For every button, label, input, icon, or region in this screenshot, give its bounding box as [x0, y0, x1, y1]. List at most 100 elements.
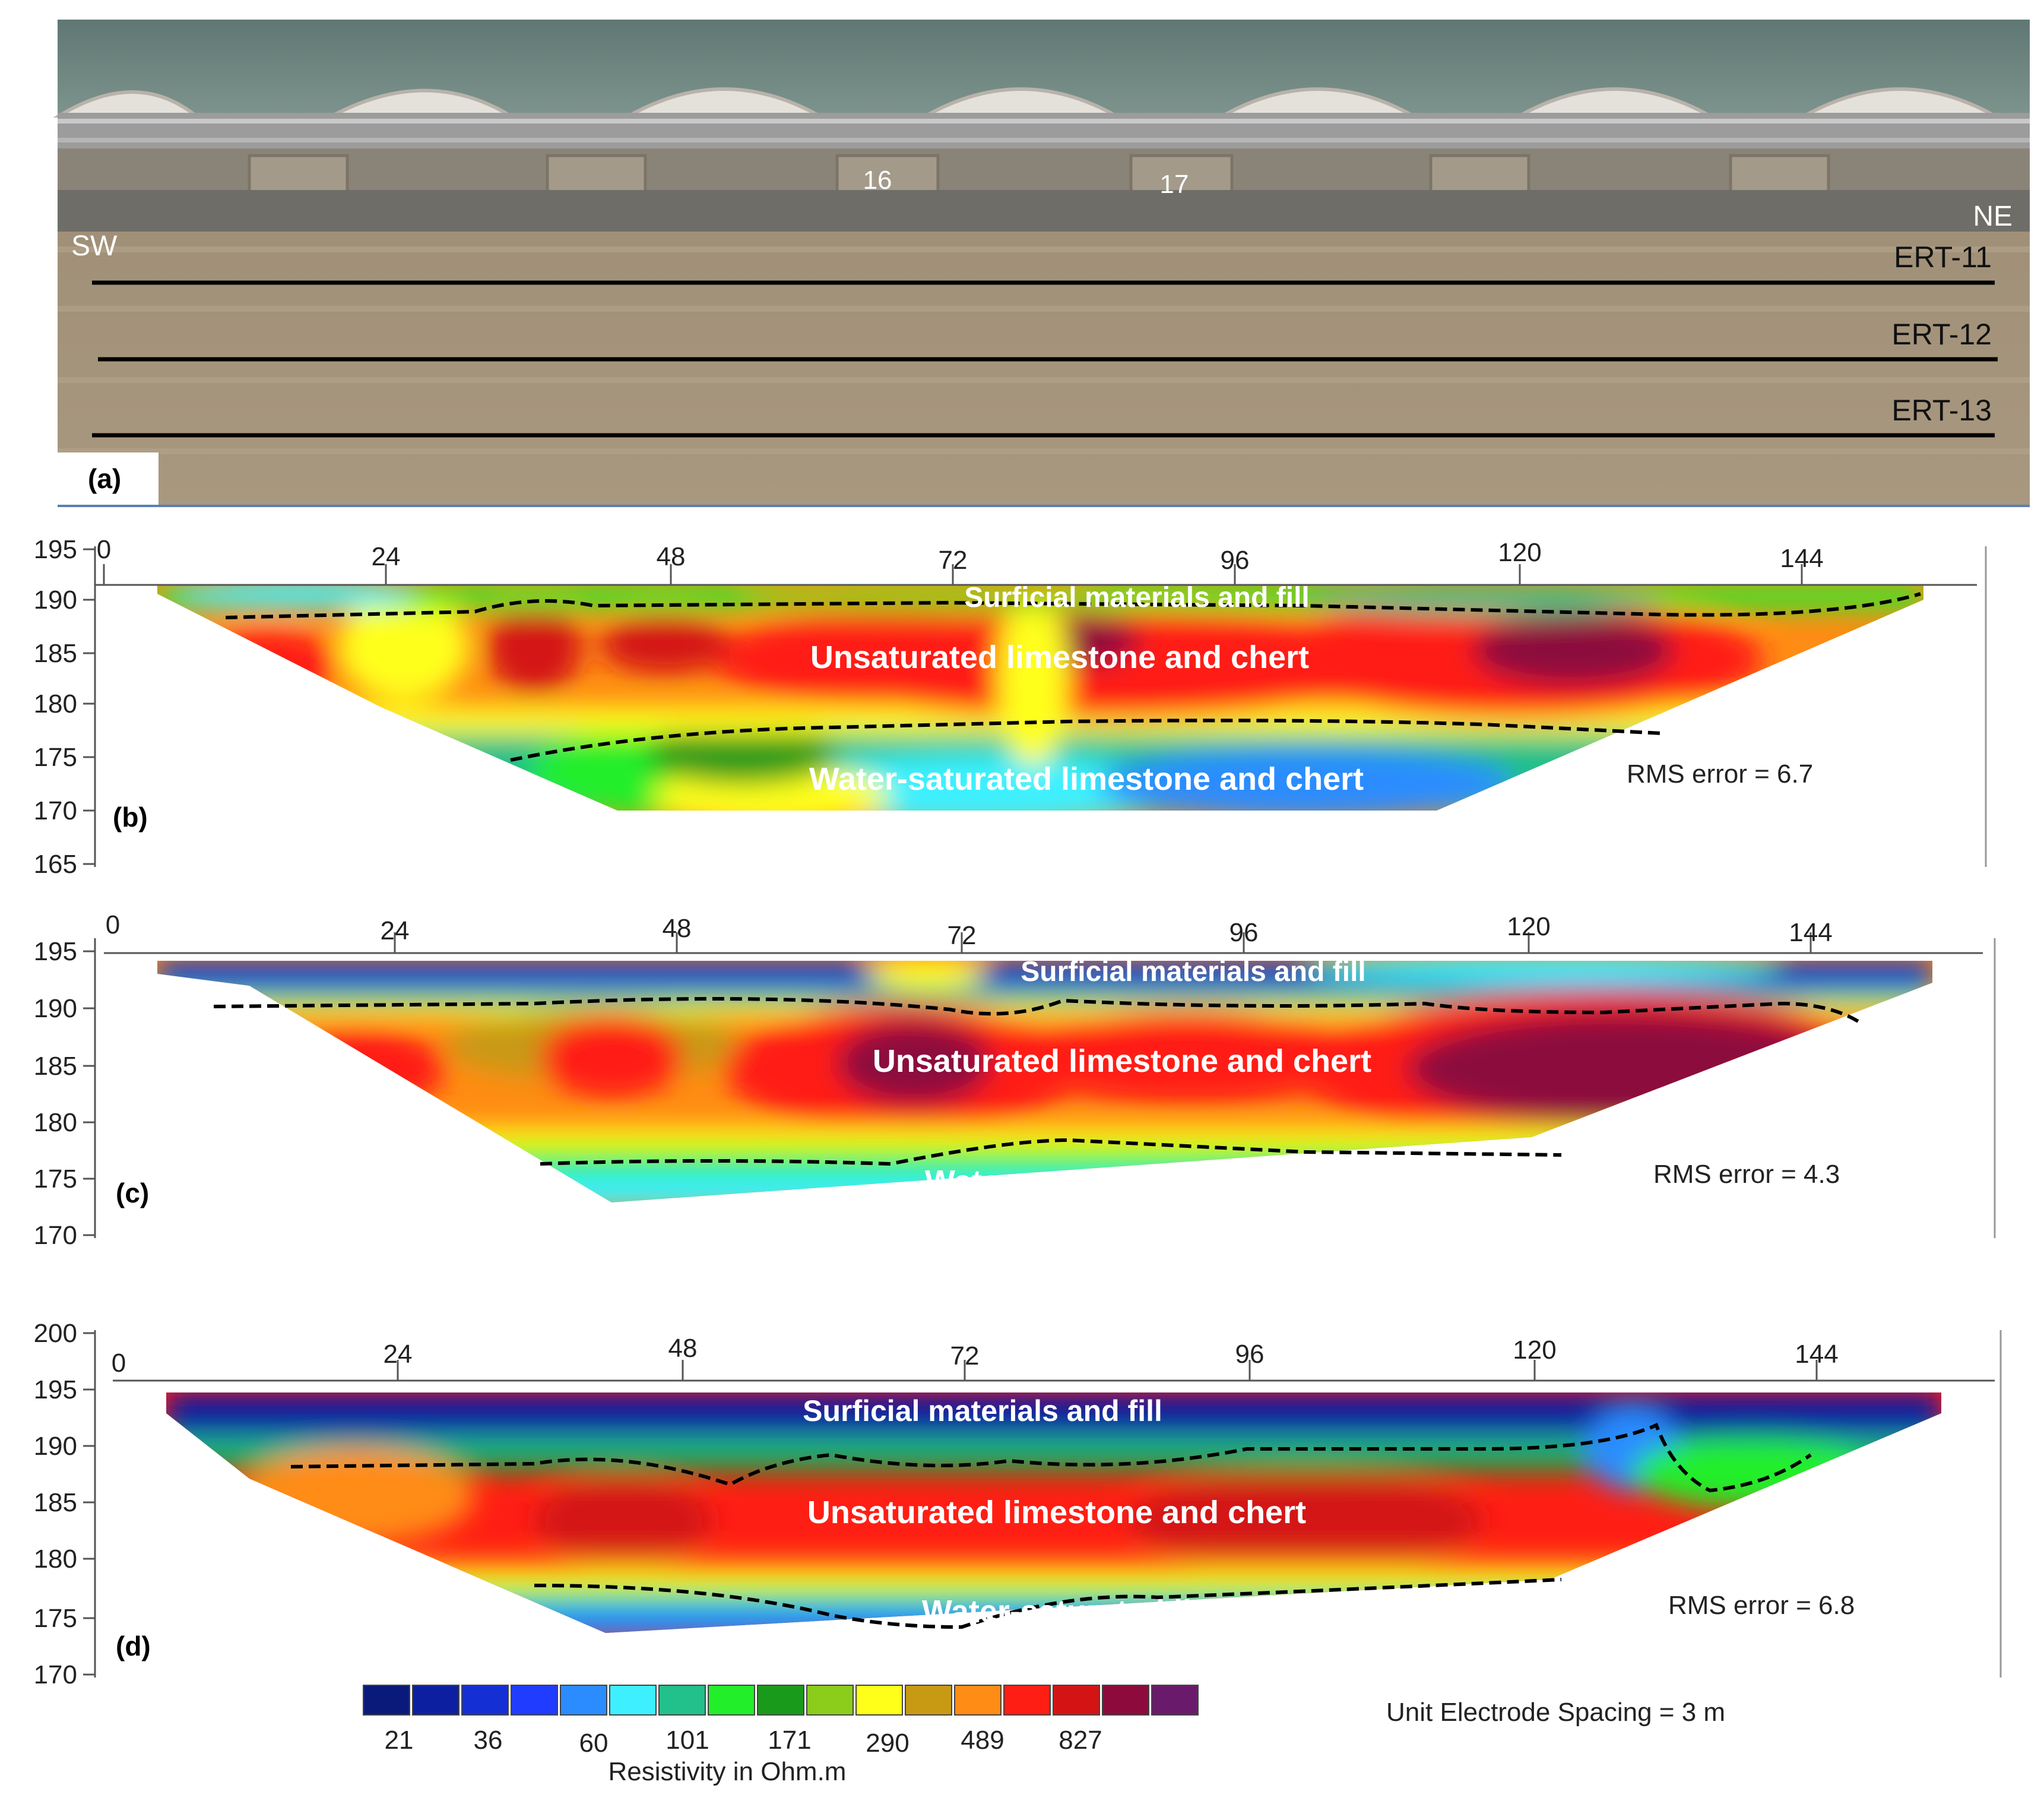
d-x-tick-48: 48 — [668, 1334, 698, 1363]
d-y-tick-195: 195 — [34, 1375, 77, 1404]
c-layer-top: Surficial materials and fill — [1021, 956, 1366, 988]
b-y-tick-165: 165 — [34, 850, 77, 879]
d-y-tick-180: 180 — [34, 1545, 77, 1574]
aerial-photo — [53, 20, 2030, 507]
d-x-tick-144: 144 — [1795, 1340, 1838, 1369]
c-rms: RMS error = 4.3 — [1653, 1160, 1840, 1189]
legend-value-21: 21 — [385, 1726, 414, 1755]
d-y-tick-185: 185 — [34, 1488, 77, 1517]
ert-13-label: ERT-13 — [1891, 394, 1992, 427]
legend-swatch — [1053, 1685, 1100, 1716]
panel-d: 0 24 48 72 96 120 144 200 195 190 185 18… — [34, 1319, 2002, 1689]
b-y-tick-175: 175 — [34, 743, 77, 772]
b-panel-label: (b) — [113, 802, 148, 833]
c-x-tick-144: 144 — [1789, 918, 1832, 947]
legend-value-489: 489 — [961, 1726, 1004, 1755]
b-x-tick-48: 48 — [657, 542, 686, 571]
c-y-tick-190: 190 — [34, 994, 77, 1023]
panel-a-label: (a) — [88, 463, 121, 494]
pier-16-label: 16 — [863, 166, 892, 195]
legend-swatch — [757, 1685, 804, 1716]
c-x-tick-72: 72 — [947, 921, 977, 950]
d-y-tick-170: 170 — [34, 1660, 77, 1689]
c-y-tick-170: 170 — [34, 1221, 77, 1250]
b-layer-bot: Water-saturated limestone and chert — [809, 761, 1364, 797]
c-layer-mid: Unsaturated limestone and chert — [873, 1043, 1371, 1079]
panel-b: 0 24 48 72 96 120 144 195 190 185 180 17… — [34, 535, 1987, 879]
b-x-tick-0: 0 — [97, 535, 111, 564]
legend-value-101: 101 — [666, 1726, 709, 1755]
d-x-tick-72: 72 — [950, 1341, 980, 1371]
legend-title: Resistivity in Ohm.m — [609, 1757, 847, 1786]
c-panel-label: (c) — [116, 1178, 149, 1208]
legend-swatch — [905, 1685, 952, 1716]
d-y-tick-175: 175 — [34, 1604, 77, 1633]
legend-values: 21 36 60 101 171 290 489 827 — [385, 1726, 1102, 1758]
d-x-tick-0: 0 — [112, 1349, 126, 1378]
b-x-tick-72: 72 — [939, 546, 968, 575]
legend-value-171: 171 — [768, 1726, 811, 1755]
c-x-tick-96: 96 — [1229, 918, 1259, 947]
legend-value-290: 290 — [866, 1729, 909, 1758]
panel-a-label-box — [58, 452, 159, 505]
sw-label: SW — [71, 230, 118, 262]
d-x-tick-96: 96 — [1235, 1340, 1265, 1369]
b-y-tick-180: 180 — [34, 689, 77, 719]
b-y-tick-185: 185 — [34, 639, 77, 668]
b-layer-mid: Unsaturated limestone and chert — [810, 640, 1309, 675]
legend-value-36: 36 — [474, 1726, 503, 1755]
b-x-tick-144: 144 — [1780, 544, 1823, 573]
c-x-tick-24: 24 — [381, 916, 410, 945]
d-y-tick-200: 200 — [34, 1319, 77, 1348]
bridge-deck — [58, 113, 2030, 148]
legend-swatch — [511, 1685, 558, 1716]
legend-swatch — [1151, 1685, 1199, 1716]
legend-swatch — [954, 1685, 1002, 1716]
b-x-tick-120: 120 — [1498, 538, 1541, 567]
legend-swatch — [708, 1685, 755, 1716]
ert-lines — [92, 280, 1998, 438]
d-rms: RMS error = 6.8 — [1668, 1591, 1855, 1620]
legend-swatch — [1003, 1685, 1051, 1716]
electrode-spacing-note: Unit Electrode Spacing = 3 m — [1386, 1698, 1725, 1727]
legend-value-827: 827 — [1059, 1726, 1102, 1755]
c-x-tick-0: 0 — [106, 910, 120, 939]
b-layer-top: Surficial materials and fill — [964, 582, 1310, 613]
legend-swatch — [806, 1685, 854, 1716]
legend-swatch — [461, 1685, 509, 1716]
d-layer-bot: Water-saturated limestone and chert — [922, 1594, 1476, 1629]
c-y-tick-185: 185 — [34, 1052, 77, 1081]
b-x-tick-24: 24 — [372, 542, 401, 571]
d-x-tick-24: 24 — [384, 1340, 413, 1369]
legend-swatch — [412, 1685, 459, 1716]
legend-swatch — [855, 1685, 903, 1716]
b-rms: RMS error = 6.7 — [1627, 759, 1813, 789]
color-legend — [363, 1685, 1199, 1716]
legend-swatch — [363, 1685, 410, 1716]
legend-swatch — [609, 1685, 657, 1716]
c-x-tick-120: 120 — [1507, 912, 1550, 941]
ert-11-label: ERT-11 — [1894, 240, 1992, 274]
c-y-tick-180: 180 — [34, 1108, 77, 1137]
b-y-tick-190: 190 — [34, 585, 77, 615]
d-layer-mid: Unsaturated limestone and chert — [807, 1495, 1306, 1530]
b-y-tick-170: 170 — [34, 796, 77, 825]
ne-label: NE — [1973, 201, 2013, 232]
d-x-tick-120: 120 — [1513, 1335, 1556, 1365]
c-layer-bot: Water-saturated limestone and chert — [925, 1164, 1479, 1199]
c-y-tick-195: 195 — [34, 937, 77, 966]
legend-swatch — [1102, 1685, 1149, 1716]
pier-17-label: 17 — [1160, 170, 1189, 199]
b-x-tick-96: 96 — [1221, 546, 1250, 575]
ert-12-label: ERT-12 — [1891, 318, 1992, 351]
legend-swatch — [560, 1685, 607, 1716]
c-x-tick-48: 48 — [663, 914, 692, 943]
d-y-tick-190: 190 — [34, 1432, 77, 1461]
panel-c: 0 24 48 72 96 120 144 195 190 185 180 17… — [34, 910, 1996, 1250]
legend-value-60: 60 — [579, 1729, 609, 1758]
d-panel-label: (d) — [116, 1631, 151, 1661]
c-y-tick-175: 175 — [34, 1164, 77, 1194]
d-layer-top: Surficial materials and fill — [803, 1394, 1162, 1428]
b-y-tick-195: 195 — [34, 535, 77, 564]
